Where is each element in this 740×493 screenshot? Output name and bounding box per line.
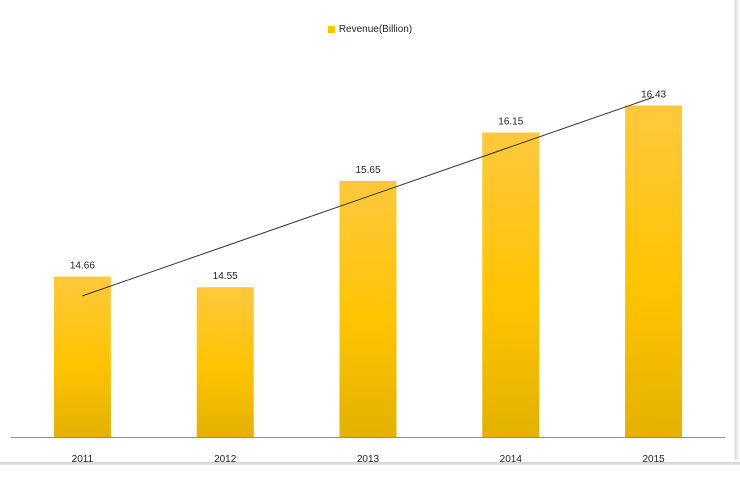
x-tick-label-2011: 2011 <box>72 454 94 465</box>
bar-2012 <box>196 287 254 437</box>
data-label-2013: 15.65 <box>355 165 380 176</box>
legend-swatch <box>327 25 335 33</box>
x-tick-label-2012: 2012 <box>214 454 237 465</box>
data-label-2014: 16.15 <box>498 117 523 128</box>
bar-2014 <box>482 132 540 437</box>
bars-layer <box>53 105 683 438</box>
x-tick-labels-layer: 2011 2012 2013 2014 2015 <box>72 454 666 465</box>
trendline-layer <box>82 96 654 297</box>
x-tick-label-2014: 2014 <box>500 454 523 465</box>
legend: Revenue(Billion) <box>0 22 740 36</box>
x-tick-label-2015: 2015 <box>642 454 665 465</box>
legend-label: Revenue(Billion) <box>338 23 413 35</box>
trendline <box>82 96 654 297</box>
data-labels-layer: 14.66 14.55 15.65 16.15 16.43 <box>70 89 667 282</box>
x-tick-label-2013: 2013 <box>357 454 380 465</box>
bar-2011 <box>53 276 111 437</box>
bar-2013 <box>339 180 397 438</box>
data-label-2012: 14.55 <box>213 271 238 282</box>
frame-right-edge <box>734 0 740 462</box>
frame-bottom-edge <box>0 460 740 493</box>
data-label-2015: 16.43 <box>641 89 666 100</box>
data-label-2011: 14.66 <box>70 261 95 272</box>
bar-2015 <box>625 105 683 437</box>
